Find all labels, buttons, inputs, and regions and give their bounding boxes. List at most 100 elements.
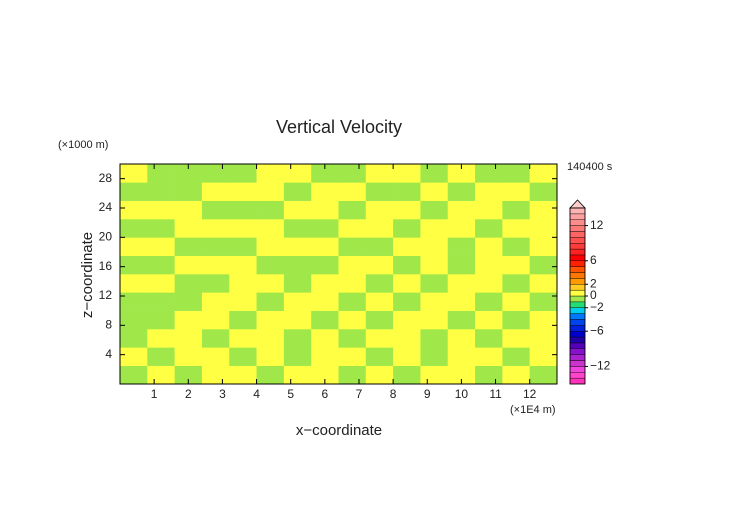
- contour-cell: [475, 200, 503, 220]
- contour-cell: [393, 182, 421, 201]
- contour-cell: [311, 164, 339, 183]
- contour-cell: [147, 219, 175, 238]
- contour-cell: [120, 182, 148, 201]
- contour-cell: [529, 347, 558, 366]
- colorbar-tick-label: −2: [590, 300, 604, 314]
- contour-cell: [447, 347, 476, 366]
- contour-cell: [283, 347, 312, 366]
- contour-cell: [201, 329, 230, 348]
- contour-cell: [256, 255, 285, 275]
- contour-cell: [338, 164, 367, 183]
- contour-cell: [256, 365, 285, 385]
- colorbar-box: [569, 237, 586, 244]
- contour-cell: [502, 274, 530, 293]
- contour-cell: [283, 164, 312, 183]
- contour-cell: [365, 310, 394, 330]
- contour-cell: [120, 237, 148, 256]
- contour-cell: [529, 219, 558, 238]
- y-tick-label: 28: [99, 171, 113, 185]
- contour-cell: [256, 329, 285, 348]
- contour-cell: [174, 255, 203, 275]
- contour-cell: [338, 310, 367, 330]
- contour-cell: [365, 292, 394, 311]
- contour-cell: [147, 310, 175, 330]
- contour-cell: [201, 164, 230, 183]
- contour-cell: [502, 347, 530, 366]
- contour-cell: [229, 182, 257, 201]
- x-tick-label: 5: [287, 387, 294, 401]
- contour-cell: [174, 200, 203, 220]
- colorbar-tick-label: 0: [590, 288, 597, 302]
- x-tick-label: 1: [151, 387, 158, 401]
- contour-cell: [311, 329, 339, 348]
- contour-cell: [420, 219, 449, 238]
- contour-cell: [529, 274, 558, 293]
- contour-cell: [393, 164, 421, 183]
- contour-cell: [256, 237, 285, 256]
- contour-cell: [447, 329, 476, 348]
- colorbar-box: [569, 377, 586, 385]
- contour-cell: [502, 164, 530, 183]
- contour-cell: [147, 182, 175, 201]
- contour-cell: [529, 310, 558, 330]
- colorbar-box: [569, 213, 586, 220]
- colorbar-box: [569, 272, 586, 279]
- contour-cell: [120, 200, 148, 220]
- contour-cell: [201, 292, 230, 311]
- contour-cell: [338, 292, 367, 311]
- x-tick-label: 6: [322, 387, 329, 401]
- contour-cell: [256, 292, 285, 311]
- contour-cell: [174, 329, 203, 348]
- contour-cell: [311, 219, 339, 238]
- contour-cell: [420, 237, 449, 256]
- contour-cell: [475, 255, 503, 275]
- colorbar-box: [569, 289, 586, 297]
- contour-cell: [120, 310, 148, 330]
- contour-cell: [201, 237, 230, 256]
- colorbar-box: [569, 295, 586, 303]
- contour-cell: [529, 365, 558, 385]
- contour-cell: [147, 347, 175, 366]
- contour-cell: [229, 237, 257, 256]
- colorbar-box: [569, 266, 586, 273]
- contour-cell: [447, 255, 476, 275]
- contour-cell: [393, 274, 421, 293]
- contour-cell: [365, 255, 394, 275]
- contour-cell: [201, 255, 230, 275]
- contour-cell: [256, 219, 285, 238]
- plot-frame: [119, 163, 558, 385]
- colorbar-tick-label: 6: [590, 253, 597, 267]
- contour-cell: [502, 255, 530, 275]
- contour-cell: [147, 292, 175, 311]
- contour-cell: [447, 292, 476, 311]
- contour-cell: [338, 219, 367, 238]
- contour-cell: [502, 200, 530, 220]
- contour-cell: [365, 365, 394, 385]
- contour-cell: [283, 329, 312, 348]
- y-tick-label: 12: [99, 288, 113, 302]
- contour-cell: [147, 365, 175, 385]
- contour-cell: [420, 365, 449, 385]
- contour-cell: [475, 329, 503, 348]
- colorbar-box: [569, 360, 586, 367]
- colorbar-box: [569, 278, 586, 285]
- contour-cell: [447, 182, 476, 201]
- contour-cell: [283, 365, 312, 385]
- colorbar-box: [569, 331, 586, 338]
- contour-cell: [338, 329, 367, 348]
- contour-cell: [338, 365, 367, 385]
- colorbar-box: [569, 301, 586, 308]
- contour-cell: [283, 237, 312, 256]
- contour-cell: [365, 219, 394, 238]
- contour-cell: [393, 347, 421, 366]
- contour-cell: [174, 347, 203, 366]
- contour-cell: [338, 255, 367, 275]
- colorbar-box: [569, 307, 586, 314]
- contour-cell: [475, 182, 503, 201]
- contour-cell: [475, 219, 503, 238]
- contour-cell: [420, 274, 449, 293]
- contour-cell: [502, 237, 530, 256]
- contour-cell: [311, 200, 339, 220]
- colorbar-box: [569, 242, 586, 250]
- colorbar-box: [569, 319, 586, 326]
